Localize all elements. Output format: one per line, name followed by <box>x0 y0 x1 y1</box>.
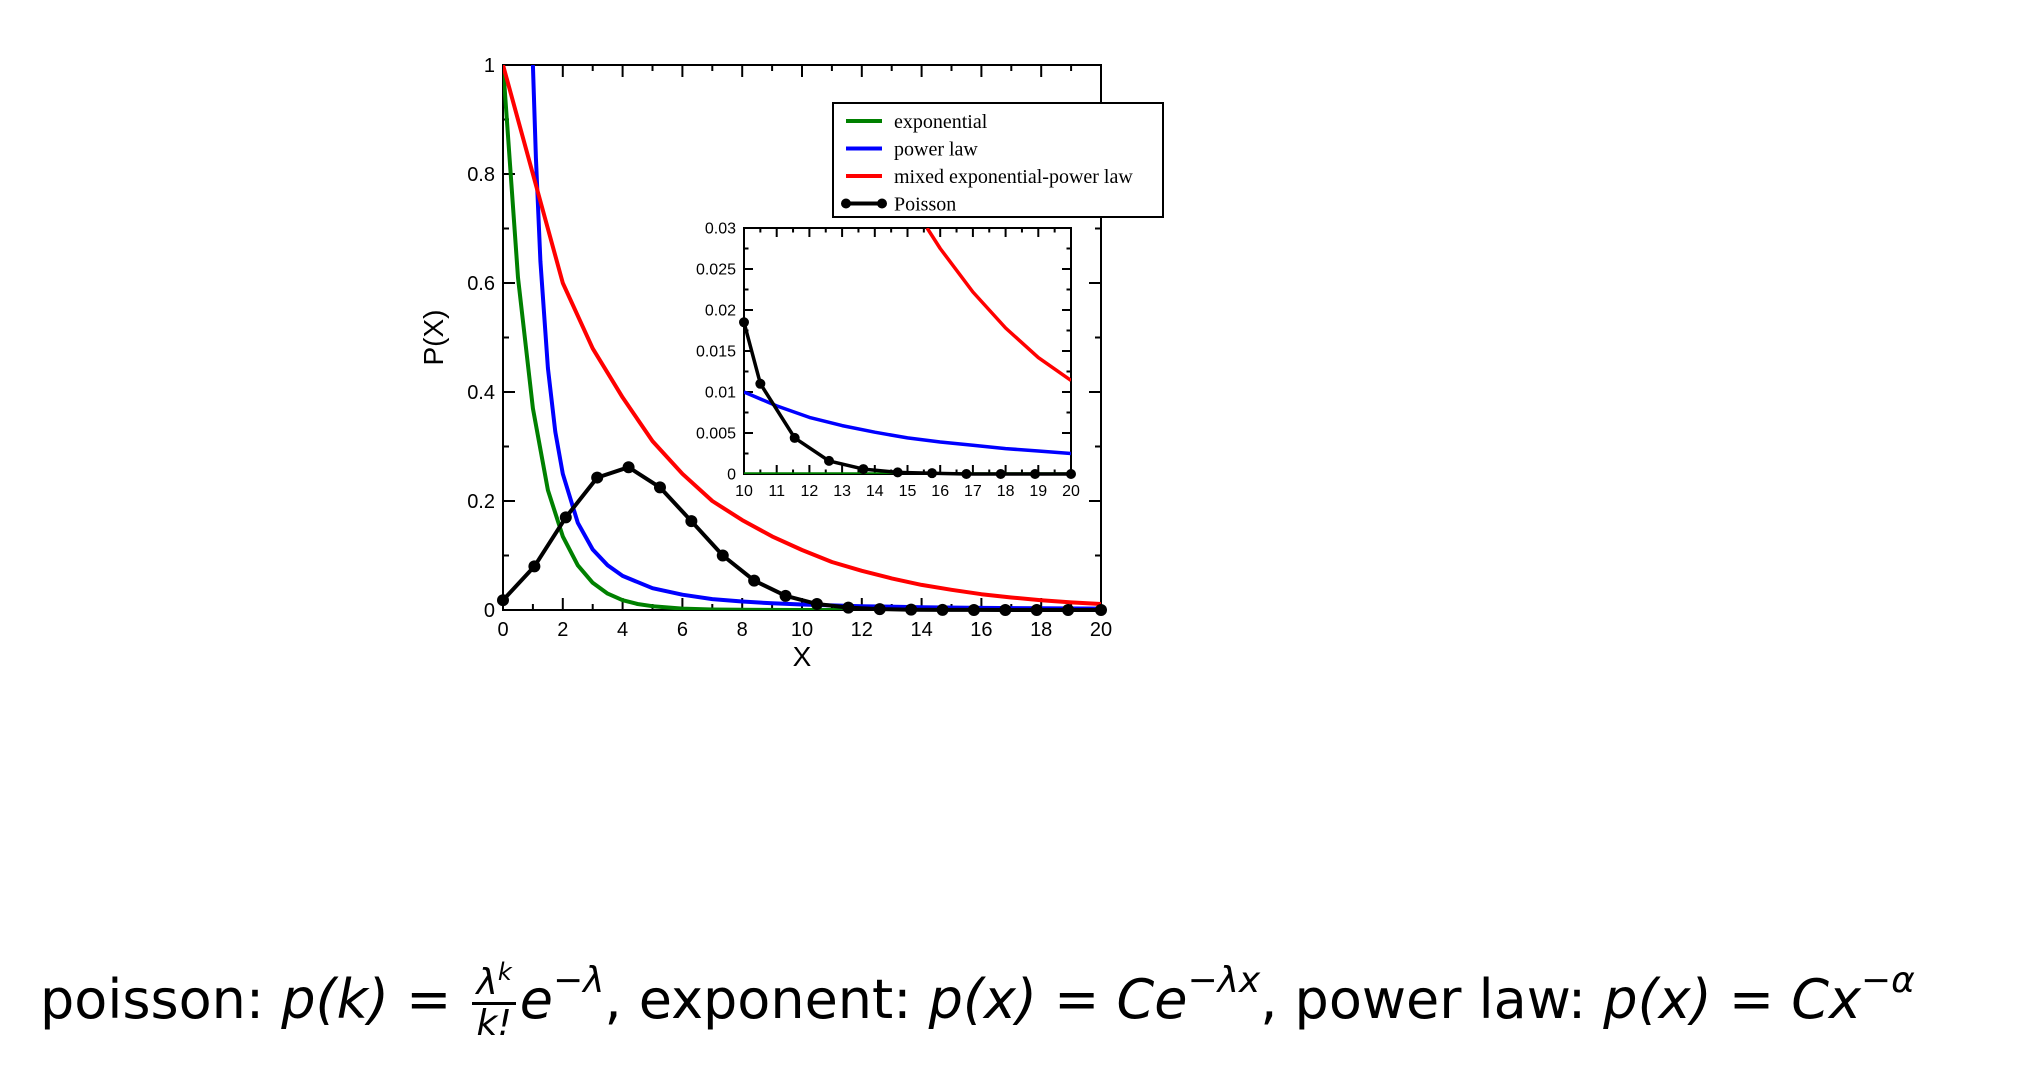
main-point-poisson <box>559 511 572 524</box>
poisson-lhs: p(k) = <box>281 968 469 1031</box>
inset-ytick-label: 0.01 <box>705 385 736 402</box>
main-point-poisson <box>779 589 792 602</box>
main-point-poisson <box>1062 604 1075 616</box>
main-point-poisson <box>653 481 666 494</box>
main-series-exponential <box>503 65 1101 610</box>
main-point-poisson <box>873 603 886 616</box>
inset-xtick-label: 14 <box>866 483 884 500</box>
poisson-numerator: λk <box>472 960 516 1005</box>
inset-plot: 10 11 12 13 14 15 16 17 18 19 20 0 0.005 0.01 0.015 0.0… <box>696 221 1080 500</box>
main-point-poisson <box>622 461 635 474</box>
main-ytick-label: 1 <box>484 55 495 77</box>
formula-caption: poisson: p(k) = λk k! e−λ, exponent: p(x) … <box>40 940 2010 1060</box>
chart-canvas: 0 2 4 6 8 10 12 14 16 18 20 0 0.2 0.4 0.6 0.8 1 X P(X) exp… <box>418 55 1164 672</box>
main-point-poisson <box>967 603 980 616</box>
main-xtick-label: 12 <box>851 619 873 641</box>
inset-point-poisson <box>927 468 938 479</box>
inset-point-poisson <box>739 317 749 328</box>
main-xtick-label: 8 <box>737 619 748 641</box>
inset-xtick-label: 18 <box>997 483 1015 500</box>
inset-xtick-label: 12 <box>801 483 819 500</box>
main-ytick-label: 0.8 <box>467 164 495 186</box>
inset-ytick-label: 0.025 <box>696 262 736 279</box>
main-ylabel: P(X) <box>418 310 449 366</box>
inset-series-mixed-exponential-power-law <box>925 228 1071 382</box>
main-xtick-label: 14 <box>910 619 932 641</box>
exponent-exponent: −λx <box>1187 960 1261 1001</box>
inset-point-poisson <box>858 464 869 475</box>
inset-ytick-label: 0.03 <box>705 221 736 238</box>
main-xtick-label: 4 <box>617 619 628 641</box>
main-xtick-label: 18 <box>1030 619 1052 641</box>
inset-series-power-law <box>744 390 1071 456</box>
main-xtick-label: 0 <box>497 619 508 641</box>
power-exponent: −α <box>1860 960 1915 1001</box>
main-xlabel: X <box>793 641 812 672</box>
main-point-poisson <box>1030 604 1043 616</box>
legend-box <box>832 102 1164 218</box>
inset-point-poisson <box>1066 469 1076 479</box>
inset-xtick-label: 19 <box>1029 483 1047 500</box>
inset-point-poisson <box>1030 469 1041 479</box>
inset-ytick-label: 0.005 <box>696 426 736 443</box>
power-lhs: p(x) = Cx <box>1603 968 1861 1031</box>
inset-point-poisson <box>995 469 1006 479</box>
power-label: , power law: <box>1260 968 1604 1031</box>
inset-point-poisson <box>789 432 800 443</box>
poisson-denominator: k! <box>476 1002 512 1044</box>
inset-xtick-label: 11 <box>768 483 785 500</box>
inset-xtick-label: 10 <box>735 483 753 500</box>
poisson-lambda: λ <box>476 961 498 1003</box>
main-xtick-label: 6 <box>677 619 688 641</box>
main-xtick-label: 10 <box>791 619 813 641</box>
main-xtick-label: 20 <box>1090 619 1112 641</box>
legend: exponential power law mixed exponential-po… <box>832 102 1164 218</box>
main-point-poisson <box>497 594 509 607</box>
main-point-poisson <box>748 574 761 587</box>
inset-xtick-label: 17 <box>964 483 982 500</box>
inset-point-poisson <box>824 455 835 466</box>
inset-ytick-label: 0 <box>727 467 736 484</box>
poisson-label: poisson: <box>40 968 282 1031</box>
inset-point-poisson <box>892 467 903 478</box>
legend-label-poisson: Poisson <box>894 194 956 216</box>
inset-xtick-label: 13 <box>833 483 851 500</box>
poisson-exponent: −λ <box>553 960 605 1001</box>
main-point-poisson <box>810 598 823 611</box>
main-ytick-label: 0.2 <box>467 491 495 513</box>
inset-xtick-label: 16 <box>931 483 949 500</box>
exponent-label: , exponent: <box>604 968 929 1031</box>
main-point-poisson <box>591 471 604 484</box>
poisson-e: e <box>519 968 553 1031</box>
main-point-poisson <box>936 603 949 616</box>
main-point-poisson <box>716 549 729 562</box>
main-series-power-law <box>530 65 1101 610</box>
legend-label-power-law: power law <box>894 139 978 161</box>
main-point-poisson <box>842 601 855 614</box>
legend-marker-poisson <box>841 198 851 209</box>
inset-ytick-label: 0.02 <box>705 303 736 320</box>
main-ytick-label: 0.6 <box>467 273 495 295</box>
main-series-mixed-exponential-power-law <box>503 65 1101 606</box>
main-ytick-label: 0.4 <box>467 382 495 404</box>
inset-point-poisson <box>755 378 766 389</box>
main-xtick-label: 2 <box>557 619 568 641</box>
main-point-poisson <box>999 604 1012 616</box>
main-point-poisson <box>685 515 698 528</box>
poisson-k-exponent: k <box>497 957 512 986</box>
main-xtick-label: 16 <box>970 619 992 641</box>
inset-ytick-label: 0.015 <box>696 344 736 361</box>
main-ytick-label: 0 <box>484 600 495 622</box>
main-point-poisson <box>528 560 541 573</box>
legend-marker-poisson <box>877 198 887 209</box>
legend-label-mixed-exponential-power-law: mixed exponential-power law <box>894 166 1133 188</box>
legend-label-exponential: exponential <box>894 111 988 133</box>
main-point-poisson <box>1095 604 1107 616</box>
inset-xtick-label: 20 <box>1062 483 1080 500</box>
poisson-fraction: λk k! <box>472 960 516 1044</box>
main-point-poisson <box>905 603 918 616</box>
inset-point-poisson <box>961 469 972 479</box>
exponent-lhs: p(x) = Ce <box>928 968 1188 1031</box>
inset-xtick-label: 15 <box>899 483 917 500</box>
